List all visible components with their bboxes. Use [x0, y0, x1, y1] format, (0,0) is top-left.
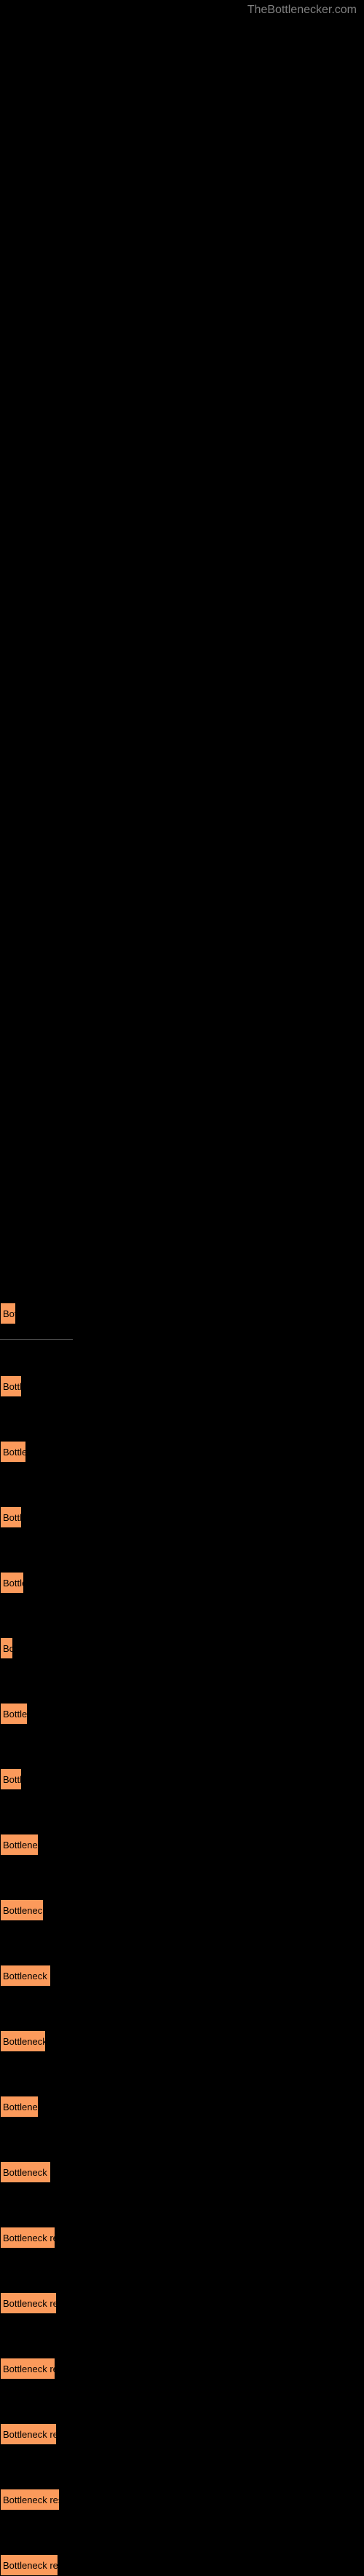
- watermark-text: TheBottlenecker.com: [248, 4, 357, 17]
- bar: Bottl: [0, 1506, 22, 1528]
- bar: Bottlenec: [0, 1703, 28, 1725]
- bar: Bottle: [0, 1375, 22, 1397]
- bar: Bottleneck result: [0, 2161, 51, 2183]
- bar: Bottlene: [0, 1441, 26, 1463]
- bar: Bottleneck result: [0, 2489, 60, 2511]
- bar: Bottle: [0, 1768, 22, 1790]
- bar: Bo: [0, 1637, 13, 1659]
- bar: Bottleneck result: [0, 1965, 51, 1987]
- bar: Bottleneck result: [0, 2423, 57, 2445]
- bar: Bottleneck res: [0, 1899, 44, 1921]
- bar: Bottleneck r: [0, 2096, 39, 2118]
- axis-line: [0, 1339, 73, 1340]
- bar: Bottleneck resu: [0, 2030, 46, 2052]
- bar: Bot: [0, 1303, 16, 1324]
- bar: Bottleneck result: [0, 2358, 55, 2380]
- bar: Bottleneck result: [0, 2554, 58, 2576]
- bar: Bottleneck result: [0, 2292, 57, 2314]
- bar: Bottleneck re: [0, 1834, 39, 1856]
- bar: Bottler: [0, 1572, 24, 1594]
- bar: Bottleneck result: [0, 2227, 55, 2249]
